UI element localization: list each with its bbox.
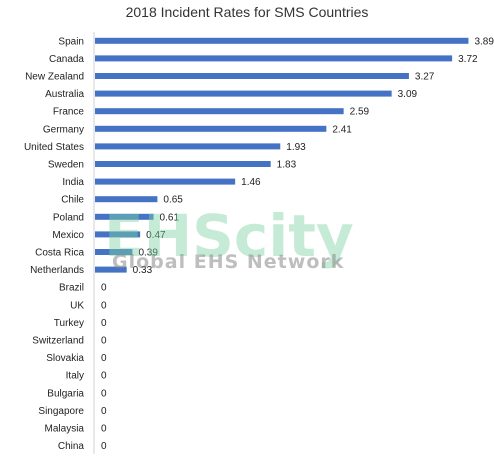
category-label: Brazil (59, 283, 84, 294)
category-label: Canada (49, 54, 84, 65)
category-label: Australia (45, 89, 84, 100)
bar (95, 266, 127, 273)
bar (95, 37, 469, 44)
value-label: 0 (101, 406, 107, 417)
category-label: New Zealand (25, 72, 84, 83)
value-label: 1.93 (286, 142, 306, 153)
category-label: China (58, 441, 85, 452)
value-label: 0.33 (133, 265, 153, 276)
category-label: Spain (58, 36, 84, 47)
value-label: 0.61 (160, 212, 180, 223)
bar (95, 143, 281, 150)
value-label: 0 (101, 318, 107, 329)
category-label: United States (24, 142, 84, 153)
value-label: 0.39 (138, 248, 158, 259)
bar (95, 108, 344, 115)
bar (95, 161, 271, 167)
category-label: Italy (66, 371, 84, 382)
value-label: 2.41 (332, 124, 352, 135)
value-label: 0.47 (146, 230, 166, 241)
value-label: 3.27 (415, 72, 435, 83)
watermark-brand: EHScity (104, 202, 354, 270)
bar (95, 178, 236, 185)
value-label: 3.72 (458, 54, 478, 65)
category-label: Netherlands (30, 265, 84, 276)
value-label: 0 (101, 283, 107, 294)
category-label: Turkey (54, 318, 84, 329)
chart-title: 2018 Incident Rates for SMS Countries (126, 4, 369, 20)
value-label: 0 (101, 300, 107, 311)
value-label: 1.46 (241, 177, 261, 188)
bars-group: Spain 3.89 Canada 3.72 New Zealand 3.27 Austra… (24, 36, 494, 452)
bar (95, 196, 158, 203)
category-label: Germany (43, 124, 84, 135)
category-label: Singapore (38, 406, 84, 417)
category-label: France (53, 107, 85, 118)
value-label: 1.83 (277, 160, 297, 171)
bar (95, 73, 409, 79)
category-label: India (62, 177, 84, 188)
bar (95, 249, 133, 255)
category-label: Bulgaria (47, 388, 84, 399)
value-label: 0 (101, 424, 107, 435)
category-label: Chile (61, 195, 84, 206)
value-label: 3.09 (398, 89, 418, 100)
category-label: Slovakia (46, 353, 84, 364)
bar (95, 90, 392, 97)
bar (95, 231, 141, 238)
category-label: Switzerland (32, 336, 84, 347)
value-label: 0 (101, 388, 107, 399)
value-label: 0 (101, 336, 107, 347)
value-label: 0.65 (163, 195, 183, 206)
value-label: 0 (101, 353, 107, 364)
watermark-tagline: Global EHS Network (112, 251, 344, 273)
bar (95, 125, 327, 132)
category-label: Poland (53, 212, 84, 223)
category-label: Mexico (52, 230, 84, 241)
value-label: 2.59 (350, 107, 370, 118)
watermark: EHScity Global EHS Network (104, 202, 354, 273)
value-label: 3.89 (474, 36, 494, 47)
value-label: 0 (101, 371, 107, 382)
category-label: UK (70, 300, 84, 311)
category-label: Costa Rica (35, 248, 84, 259)
bar (95, 213, 154, 220)
category-label: Malaysia (45, 424, 85, 435)
bar (95, 55, 453, 62)
category-label: Sweden (48, 160, 84, 171)
value-label: 0 (101, 441, 107, 452)
